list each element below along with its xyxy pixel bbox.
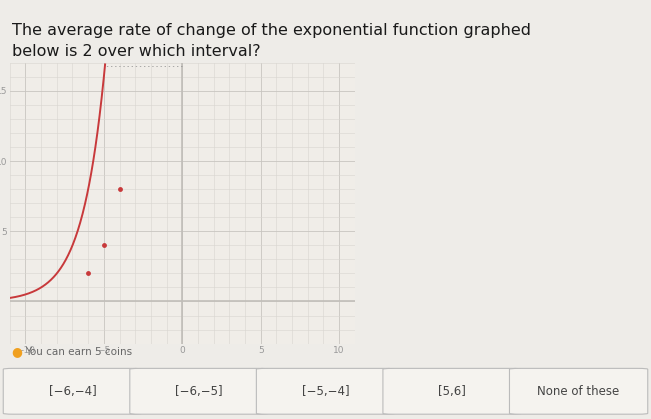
Text: below is 2 over which interval?: below is 2 over which interval? <box>12 44 260 59</box>
Text: ●: ● <box>12 345 23 359</box>
FancyBboxPatch shape <box>256 368 395 414</box>
Text: None of these: None of these <box>538 385 620 398</box>
FancyBboxPatch shape <box>383 368 521 414</box>
Text: [−5,−4]: [−5,−4] <box>301 385 350 398</box>
Text: [−6,−5]: [−6,−5] <box>175 385 223 398</box>
Text: [−6,−4]: [−6,−4] <box>49 385 96 398</box>
Text: ···················: ··················· <box>12 61 184 74</box>
FancyBboxPatch shape <box>510 368 648 414</box>
Text: [5,6]: [5,6] <box>438 385 466 398</box>
FancyBboxPatch shape <box>130 368 268 414</box>
Text: You can earn 5 coins: You can earn 5 coins <box>25 347 132 357</box>
FancyBboxPatch shape <box>3 368 141 414</box>
Text: The average rate of change of the exponential function graphed: The average rate of change of the expone… <box>12 23 531 38</box>
